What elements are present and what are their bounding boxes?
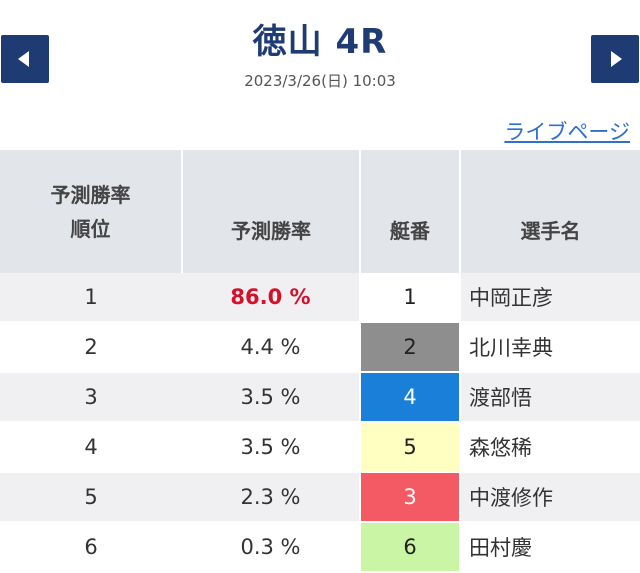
boat-number-cell: 3 [359,472,461,523]
race-header: 徳山 4R 2023/3/26(日) 10:03 [0,0,640,112]
header-rank: 予測勝率 順位 [0,150,183,273]
racer-name-cell: 森悠稀 [460,422,640,473]
table-row: 3 3.5 % 4 渡部悟 [0,372,640,423]
racer-name-cell: 北川幸典 [460,322,640,373]
arrow-left-icon [18,51,29,67]
rank-cell: 6 [0,522,182,573]
arrow-right-icon [611,51,622,67]
win-prob-cell: 3.5 % [182,372,360,423]
win-prob-cell: 86.0 % [182,273,360,323]
table-row: 5 2.3 % 3 中渡修作 [0,472,640,523]
racer-name-cell: 田村慶 [460,522,640,573]
rank-cell: 4 [0,422,182,473]
table-header-row: 予測勝率 順位 予測勝率 艇番 選手名 [0,150,640,273]
rank-cell: 2 [0,322,182,373]
table-row: 1 86.0 % 1 中岡正彦 [0,273,640,323]
win-prob-cell: 0.3 % [182,522,360,573]
header-boat: 艇番 [360,150,461,273]
header-prob: 予測勝率 [182,150,361,273]
rank-cell: 3 [0,372,182,423]
boat-number-cell: 6 [359,522,461,573]
win-prob-cell: 4.4 % [182,322,360,373]
win-prob-cell: 3.5 % [182,422,360,473]
win-prob-cell: 2.3 % [182,472,360,523]
prediction-table: 予測勝率 順位 予測勝率 艇番 選手名 1 86.0 % 1 中岡正彦 2 4.4 % 2 北… [0,150,640,573]
racer-name-cell: 中渡修作 [460,472,640,523]
table-row: 6 0.3 % 6 田村慶 [0,522,640,573]
next-race-button[interactable] [591,35,639,83]
racer-name-cell: 中岡正彦 [460,273,640,323]
boat-number-cell: 4 [359,372,461,423]
header-rank-line1: 予測勝率 [50,182,131,207]
race-datetime: 2023/3/26(日) 10:03 [244,72,396,90]
rank-cell: 1 [0,273,182,323]
boat-number-cell: 5 [359,422,461,473]
race-title: 徳山 4R [252,22,388,62]
boat-number-cell: 2 [359,322,461,373]
racer-name-cell: 渡部悟 [460,372,640,423]
table-row: 2 4.4 % 2 北川幸典 [0,322,640,373]
live-page-link[interactable]: ライブページ [504,120,630,144]
table-row: 4 3.5 % 5 森悠稀 [0,422,640,473]
prev-race-button[interactable] [1,35,49,83]
header-rank-line2: 順位 [70,216,111,241]
header-name: 選手名 [460,150,640,273]
boat-number-cell: 1 [359,273,461,323]
rank-cell: 5 [0,472,182,523]
